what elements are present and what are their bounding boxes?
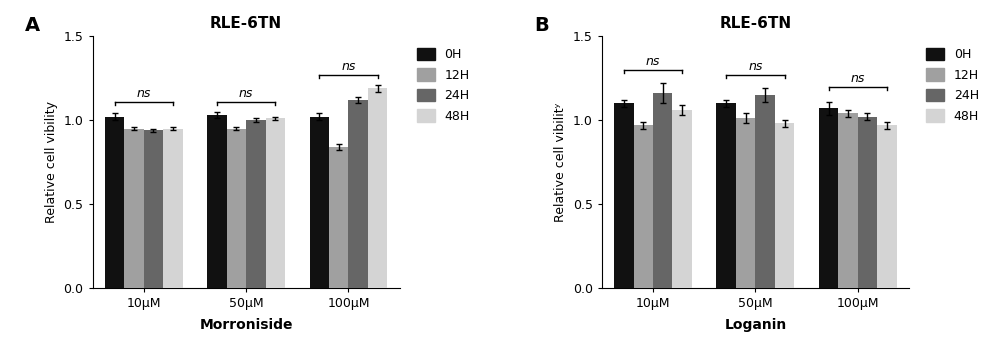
Text: ns: ns (341, 60, 356, 73)
Bar (858, 117, 877, 288)
Title: RLE-6TN: RLE-6TN (719, 16, 791, 31)
Bar (653, 93, 672, 288)
Bar (877, 125, 897, 288)
Bar (105, 117, 124, 288)
Bar (124, 128, 144, 288)
Bar (246, 120, 266, 288)
Bar (329, 147, 348, 288)
Text: B: B (534, 16, 549, 35)
Bar (266, 118, 285, 288)
Bar (227, 128, 246, 288)
Bar (672, 110, 692, 288)
Bar (163, 128, 183, 288)
Bar (207, 115, 227, 288)
Bar (755, 95, 775, 288)
Bar (368, 88, 387, 288)
Bar (736, 118, 755, 288)
Bar (716, 103, 736, 288)
Legend: 0H, 12H, 24H, 48H: 0H, 12H, 24H, 48H (921, 43, 984, 128)
Text: ns: ns (239, 87, 253, 100)
Text: ns: ns (646, 55, 660, 68)
X-axis label: Morroniside: Morroniside (199, 318, 293, 332)
Legend: 0H, 12H, 24H, 48H: 0H, 12H, 24H, 48H (412, 43, 475, 128)
Bar (819, 108, 838, 288)
Y-axis label: Relative cell vibility: Relative cell vibility (45, 101, 58, 223)
X-axis label: Loganin: Loganin (724, 318, 787, 332)
Text: ns: ns (748, 60, 763, 73)
Text: ns: ns (851, 72, 865, 85)
Title: RLE-6TN: RLE-6TN (210, 16, 282, 31)
Text: A: A (25, 16, 40, 35)
Bar (634, 125, 653, 288)
Text: ns: ns (137, 87, 151, 100)
Bar (838, 113, 858, 288)
Bar (144, 130, 163, 288)
Bar (348, 100, 368, 288)
Bar (614, 103, 634, 288)
Bar (775, 124, 794, 288)
Bar (310, 117, 329, 288)
Y-axis label: Relative cell vibilitʸ: Relative cell vibilitʸ (554, 102, 567, 222)
